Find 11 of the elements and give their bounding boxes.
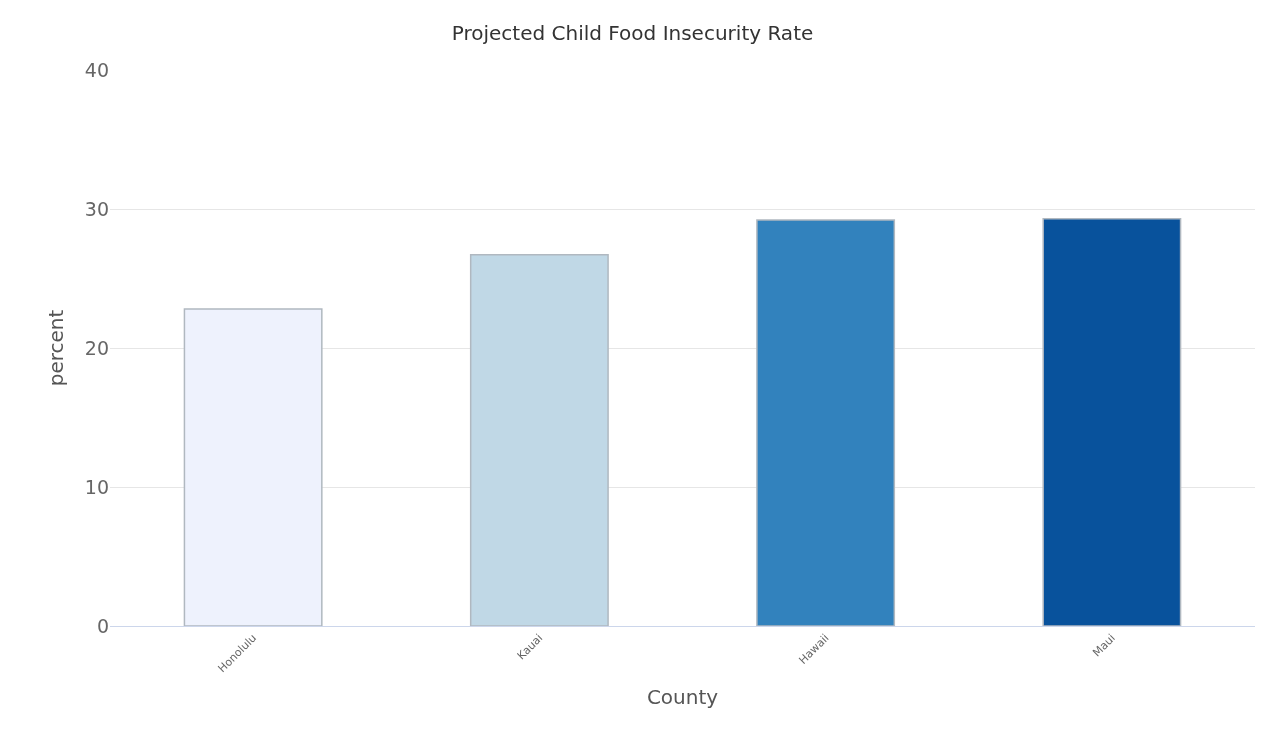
bar bbox=[183, 308, 323, 626]
y-axis-title: percent bbox=[44, 309, 69, 387]
y-tick-label: 0 bbox=[96, 614, 109, 637]
y-tick-label: 10 bbox=[84, 475, 109, 498]
chart-title: Projected Child Food Insecurity Rate bbox=[451, 20, 814, 45]
y-tick-label: 40 bbox=[84, 58, 109, 81]
y-tick-label: 20 bbox=[84, 336, 109, 359]
x-axis-title: County bbox=[646, 684, 719, 709]
bar bbox=[756, 219, 896, 626]
bar bbox=[1042, 217, 1182, 626]
y-tick-label: 30 bbox=[84, 197, 109, 220]
